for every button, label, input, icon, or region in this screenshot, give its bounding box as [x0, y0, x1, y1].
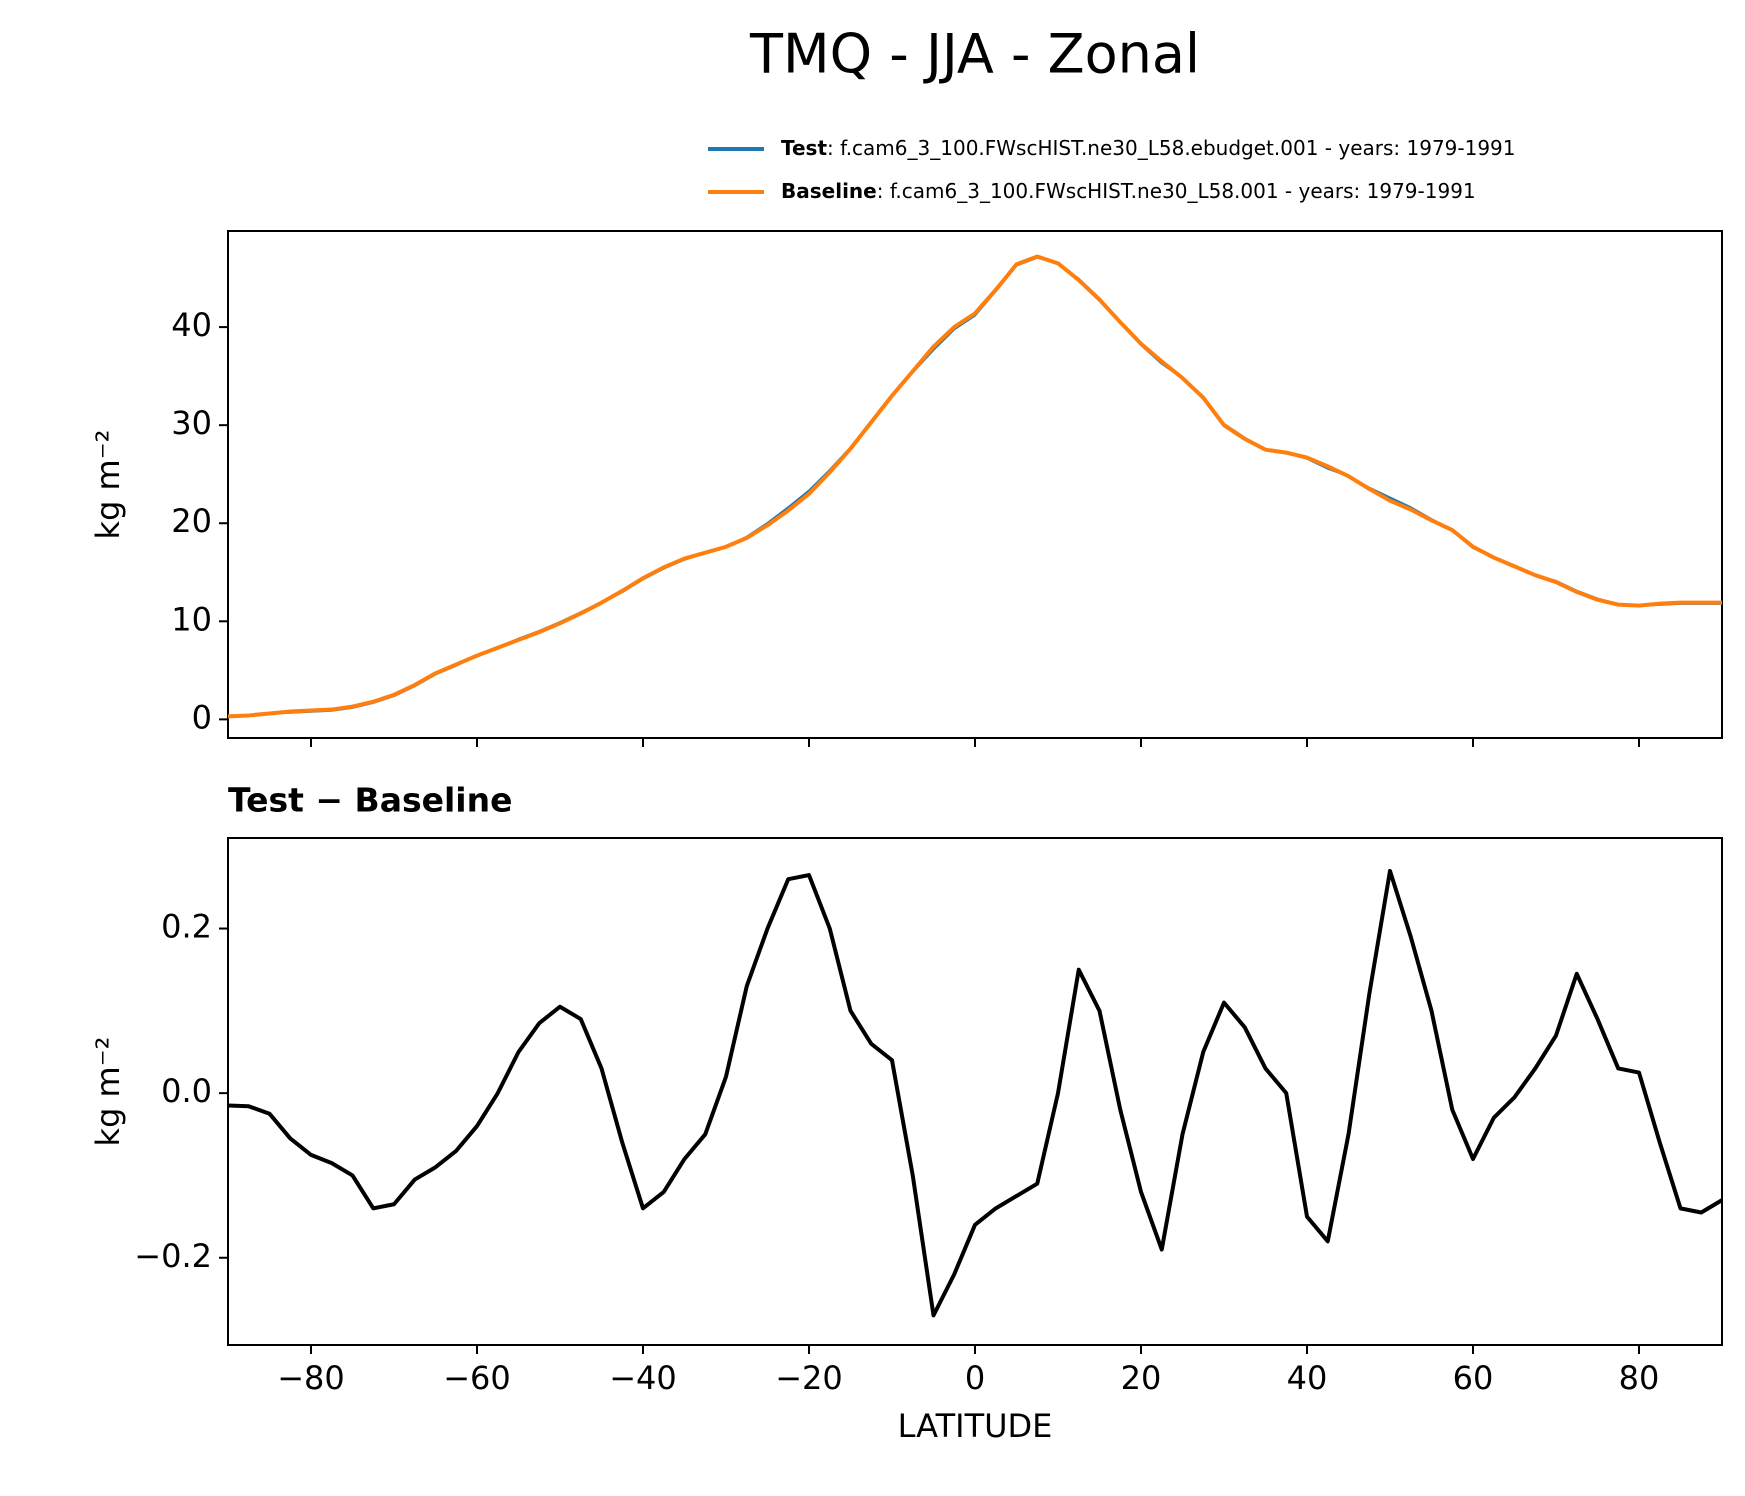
figure-title: TMQ - JJA - Zonal — [749, 23, 1200, 86]
y-tick-label: 0.0 — [161, 1072, 212, 1110]
y-tick-label: 20 — [171, 502, 212, 540]
y-tick-label: −0.2 — [134, 1237, 212, 1275]
x-tick-label: 20 — [1121, 1359, 1162, 1397]
x-tick-label: 60 — [1453, 1359, 1494, 1397]
subplot-title: Test − Baseline — [228, 781, 513, 820]
data-line — [227, 254, 1722, 719]
plot-frame — [227, 837, 1723, 1346]
data-line — [227, 868, 1724, 1318]
x-tick-label: −40 — [609, 1359, 677, 1397]
y-axis-label: kg m⁻² — [89, 430, 127, 540]
plot-frame — [227, 230, 1723, 739]
data-line — [227, 256, 1722, 718]
y-tick-label: 0 — [192, 698, 212, 736]
legend-label: : f.cam6_3_100.FWscHIST.ne30_L58.ebudget… — [827, 136, 1516, 160]
legend-entry: Test: f.cam6_3_100.FWscHIST.ne30_L58.ebu… — [781, 136, 1516, 160]
y-tick-label: 10 — [171, 600, 212, 638]
x-tick-label: −80 — [277, 1359, 345, 1397]
y-tick-label: 30 — [171, 404, 212, 442]
y-tick-label: 40 — [171, 306, 212, 344]
x-tick-label: 40 — [1287, 1359, 1328, 1397]
legend-label: : f.cam6_3_100.FWscHIST.ne30_L58.001 - y… — [877, 179, 1476, 203]
x-axis-label: LATITUDE — [898, 1407, 1053, 1445]
legend-entry: Baseline: f.cam6_3_100.FWscHIST.ne30_L58… — [781, 179, 1476, 203]
y-axis-label: kg m⁻² — [89, 1037, 127, 1147]
x-tick-label: −20 — [775, 1359, 843, 1397]
legend-name: Test — [781, 136, 827, 160]
y-tick-label: 0.2 — [161, 908, 212, 946]
x-tick-label: −60 — [443, 1359, 511, 1397]
legend-name: Baseline — [781, 179, 877, 203]
x-tick-label: 80 — [1619, 1359, 1660, 1397]
x-tick-label: 0 — [965, 1359, 985, 1397]
